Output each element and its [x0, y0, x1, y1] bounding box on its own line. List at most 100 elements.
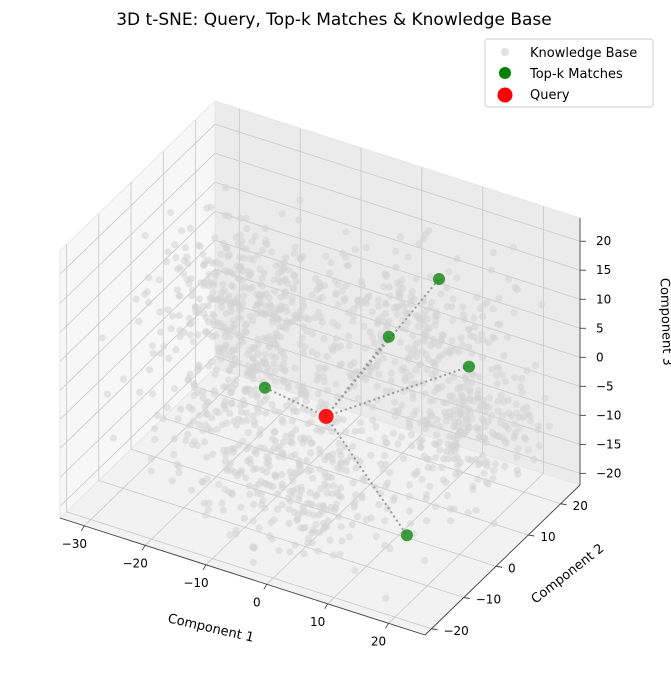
knowledge-base-point — [254, 350, 263, 358]
chart-title: 3D t-SNE: Query, Top-k Matches & Knowled… — [116, 10, 552, 30]
knowledge-base-point — [145, 299, 153, 307]
knowledge-base-point — [510, 309, 518, 317]
legend-label-query: Query — [530, 88, 570, 103]
grid-line-z — [59, 327, 216, 478]
knowledge-base-point — [258, 246, 267, 255]
knowledge-base-point — [485, 394, 493, 402]
z-tick-label: −20 — [596, 466, 621, 480]
query-points — [318, 408, 334, 424]
knowledge-base-point — [449, 295, 457, 303]
knowledge-base-point — [223, 464, 231, 472]
knowledge-base-point — [226, 333, 234, 341]
knowledge-base-point — [188, 486, 196, 494]
knowledge-base-point — [266, 342, 274, 351]
knowledge-base-point — [266, 481, 274, 489]
knowledge-base-point — [242, 409, 251, 417]
knowledge-base-point — [170, 451, 178, 459]
knowledge-base-point — [203, 328, 211, 336]
knowledge-base-point — [304, 406, 312, 414]
knowledge-base-point — [249, 558, 257, 567]
knowledge-base-point — [534, 422, 543, 430]
knowledge-base-point — [466, 396, 474, 404]
knowledge-base-point — [409, 394, 417, 402]
knowledge-base-point — [513, 466, 521, 474]
knowledge-base-point — [450, 373, 458, 381]
knowledge-base-point — [372, 423, 380, 431]
knowledge-base-point — [205, 270, 213, 279]
knowledge-base-point — [175, 469, 183, 477]
knowledge-base-point — [237, 503, 245, 511]
knowledge-base-point — [436, 446, 444, 454]
knowledge-base-point — [312, 492, 320, 500]
knowledge-base-point — [290, 508, 299, 516]
knowledge-base-point — [195, 421, 203, 429]
knowledge-base-point — [244, 429, 252, 437]
knowledge-base-point — [246, 312, 254, 320]
knowledge-base-point — [457, 334, 465, 342]
knowledge-base-point — [379, 354, 387, 362]
knowledge-base-point — [315, 511, 323, 519]
knowledge-base-point — [248, 283, 256, 291]
knowledge-base-point — [429, 397, 437, 405]
knowledge-base-point — [241, 321, 249, 329]
knowledge-base-point — [368, 308, 376, 316]
knowledge-base-point — [414, 323, 422, 331]
knowledge-base-point — [248, 237, 256, 245]
knowledge-base-point — [231, 298, 240, 306]
knowledge-base-point — [450, 455, 458, 463]
knowledge-base-point — [436, 423, 444, 431]
knowledge-base-point — [242, 328, 250, 336]
knowledge-base-point — [462, 414, 470, 423]
z-tick-label: 15 — [596, 263, 611, 277]
z-axis-label: Component 3 — [656, 278, 671, 366]
knowledge-base-point — [290, 271, 298, 279]
knowledge-base-point — [353, 513, 362, 521]
knowledge-base-point — [459, 303, 467, 311]
knowledge-base-point — [387, 377, 395, 385]
knowledge-base-point — [499, 411, 507, 419]
y-tick-mark — [431, 628, 438, 631]
knowledge-base-point — [392, 247, 400, 255]
knowledge-base-point — [272, 353, 280, 361]
knowledge-base-point — [323, 386, 331, 394]
knowledge-base-point — [418, 475, 426, 484]
knowledge-base-point — [246, 490, 254, 498]
knowledge-base-point — [504, 396, 512, 404]
knowledge-base-point — [147, 467, 155, 475]
knowledge-base-point — [429, 358, 437, 366]
knowledge-base-point — [487, 266, 495, 274]
knowledge-base-point — [334, 392, 342, 400]
knowledge-base-point — [509, 243, 518, 251]
knowledge-base-point — [207, 203, 215, 211]
knowledge-base-point — [200, 261, 208, 269]
knowledge-base-point — [398, 316, 406, 324]
knowledge-base-point — [180, 270, 188, 278]
knowledge-base-point — [211, 371, 219, 379]
knowledge-base-point — [406, 298, 414, 306]
knowledge-base-point — [479, 417, 488, 425]
knowledge-base-point — [265, 462, 273, 470]
knowledge-base-point — [386, 545, 394, 553]
knowledge-base-point — [228, 360, 237, 368]
knowledge-base-point — [422, 491, 431, 499]
knowledge-base-point — [239, 437, 247, 445]
knowledge-base-point — [209, 450, 217, 458]
knowledge-base-point — [222, 184, 230, 192]
top-k-point — [382, 330, 395, 343]
knowledge-base-point — [159, 415, 167, 423]
knowledge-base-point — [423, 420, 431, 428]
knowledge-base-point — [402, 325, 410, 333]
knowledge-base-point — [349, 442, 357, 451]
grid-line-z — [59, 210, 216, 362]
knowledge-base-point — [313, 426, 321, 434]
knowledge-base-point — [456, 431, 464, 439]
knowledge-base-point — [479, 353, 487, 361]
knowledge-base-point — [198, 477, 206, 486]
knowledge-base-point — [167, 208, 175, 217]
knowledge-base-point — [466, 386, 474, 394]
x-tick-label: 20 — [371, 634, 386, 648]
knowledge-base-point — [265, 333, 273, 341]
knowledge-base-point — [428, 411, 436, 419]
knowledge-base-point — [545, 422, 554, 430]
knowledge-base-point — [399, 454, 408, 462]
